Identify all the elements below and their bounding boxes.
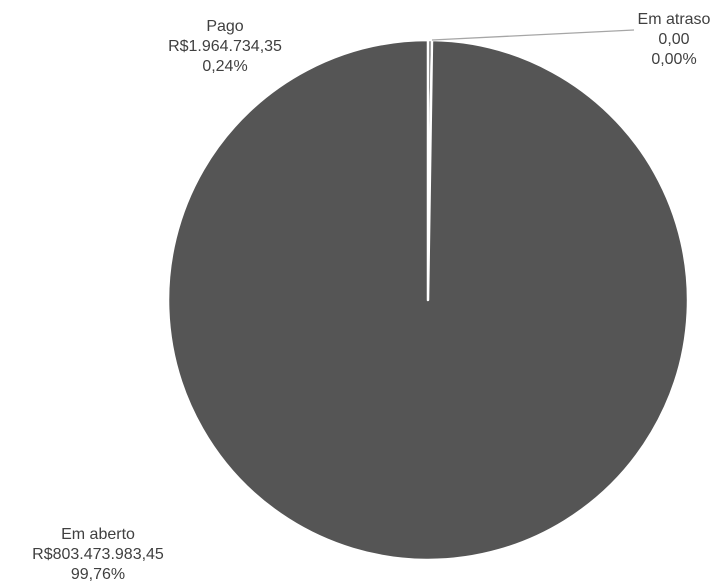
data-label-em-atraso: Em atraso 0,00 0,00% — [622, 10, 726, 70]
pie-slice-em-aberto — [166, 38, 690, 562]
data-label-em-atraso-category: Em atraso — [637, 11, 711, 28]
data-label-em-atraso-value: 0,00 — [658, 31, 690, 48]
data-label-em-aberto-percent: 99,76% — [70, 566, 126, 583]
leader-line-em-atraso — [431, 29, 635, 41]
data-label-em-atraso-percent: 0,00% — [651, 51, 697, 68]
data-label-em-aberto-value: R$803.473.983,45 — [32, 546, 164, 563]
data-label-em-aberto-category: Em aberto — [61, 526, 135, 543]
data-label-pago-category: Pago — [206, 18, 244, 35]
data-label-pago-value: R$1.964.734,35 — [168, 38, 282, 55]
data-label-pago-percent: 0,24% — [202, 58, 248, 75]
pie-slices — [166, 38, 690, 562]
data-label-em-aberto: Em aberto R$803.473.983,45 99,76% — [0, 525, 196, 585]
data-label-pago: Pago R$1.964.734,35 0,24% — [120, 17, 330, 77]
